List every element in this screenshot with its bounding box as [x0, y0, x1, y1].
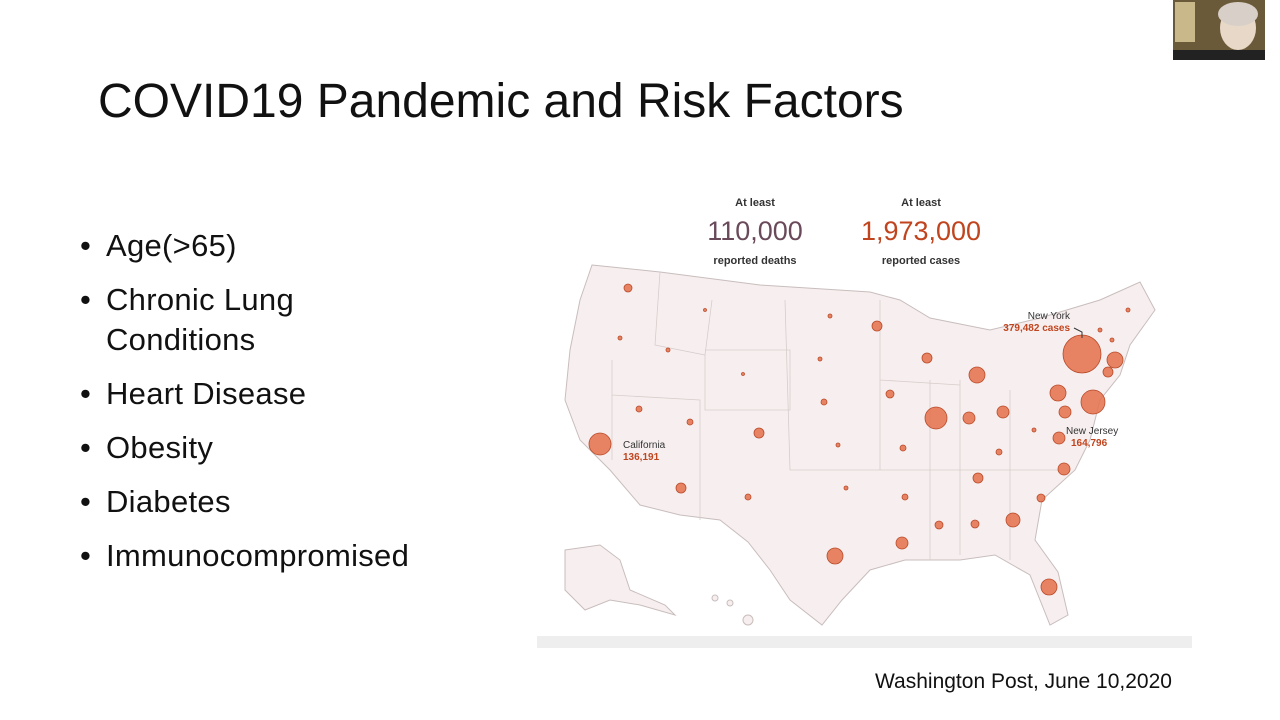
callout-name: New Jersey: [1066, 426, 1118, 437]
hawaii: [711, 594, 754, 626]
stat-label: reported deaths: [713, 255, 796, 267]
source-caption: Washington Post, June 10,2020: [875, 670, 1172, 693]
callout-line: [1073, 327, 1083, 338]
callout-value: 136,191: [623, 452, 660, 463]
us-map: [564, 264, 1156, 626]
callout-name: California: [623, 440, 666, 451]
bullet: Immunocompromised: [80, 536, 480, 576]
state-lines: [611, 271, 1060, 560]
alaska: [564, 544, 677, 617]
stat-prefix: At least: [901, 197, 941, 209]
bullet: Obesity: [80, 428, 480, 468]
bullet: Heart Disease: [80, 374, 480, 414]
webcam-thumbnail: [1173, 0, 1265, 60]
map-shadow: [537, 636, 1192, 648]
case-bubbles: [588, 283, 1131, 596]
bullet-list: Age(>65) Chronic Lung Conditions Heart D…: [80, 226, 480, 590]
case-count: 1,973,000: [861, 216, 981, 246]
stat-label: reported cases: [882, 255, 960, 267]
callout-value: 379,482 cases: [1003, 323, 1070, 334]
stat-prefix: At least: [735, 197, 775, 209]
bullet: Chronic Lung Conditions: [80, 280, 346, 360]
death-count: 110,000: [707, 216, 803, 246]
callout-value: 164,796: [1071, 438, 1108, 449]
bullet: Age(>65): [80, 226, 480, 266]
callout-name: New York: [1028, 311, 1071, 322]
bullet: Diabetes: [80, 482, 480, 522]
slide-title: COVID19 Pandemic and Risk Factors: [98, 75, 904, 128]
